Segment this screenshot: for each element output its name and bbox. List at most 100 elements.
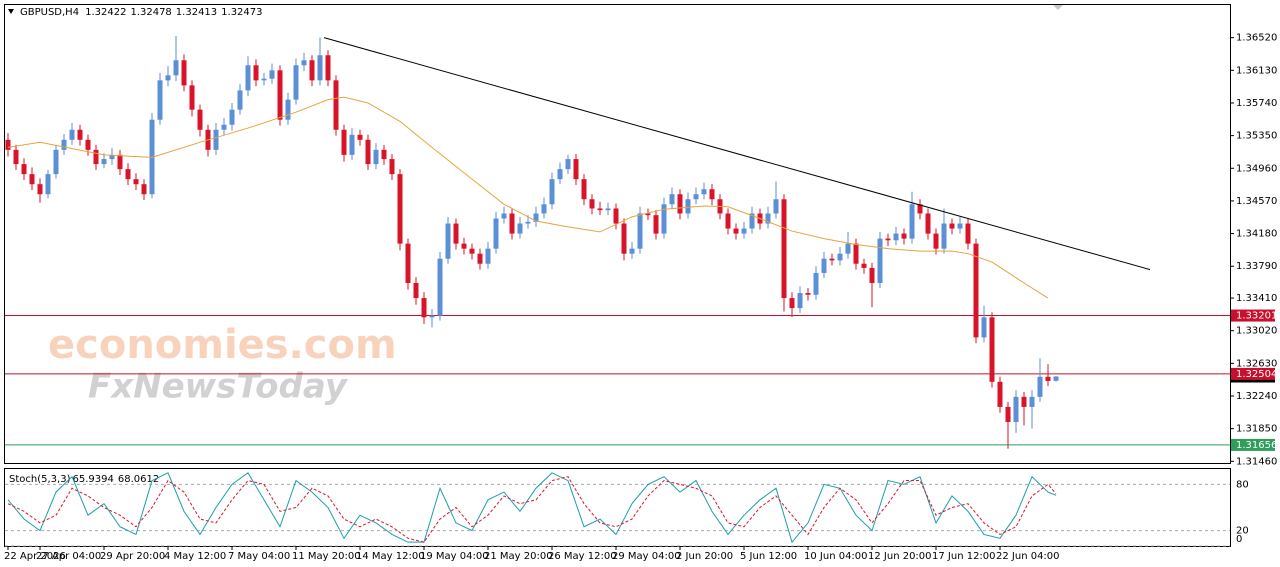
candle-body [469, 248, 475, 254]
x-tick-label: 22 Jun 04:00 [996, 551, 1060, 562]
candle-body [557, 169, 563, 180]
collapse-icon[interactable] [8, 9, 14, 14]
candle-body [181, 60, 187, 86]
price-tag [1231, 438, 1275, 451]
candle-body [1045, 376, 1051, 381]
moving-average [7, 96, 1049, 299]
candle-body [565, 159, 571, 170]
candle-body [117, 154, 123, 170]
candle-body [589, 199, 595, 209]
candle-body [981, 317, 987, 338]
candle-body [925, 213, 931, 234]
candle-body [69, 129, 75, 140]
candle-body [429, 315, 435, 318]
candle-body [813, 272, 819, 295]
candle-body [285, 99, 291, 120]
candle-body [405, 243, 411, 283]
candle-body [1021, 396, 1027, 407]
low-value: 1.32413 [176, 7, 217, 18]
candle-body [389, 159, 395, 175]
candle-body [341, 129, 347, 155]
candle-body [869, 267, 875, 283]
candle-body [1053, 376, 1059, 381]
candle-body [605, 208, 611, 211]
candle-body [229, 109, 235, 125]
chart-header: GBPUSD,H4 1.32422 1.32478 1.32413 1.32473 [20, 7, 263, 18]
candle-body [493, 218, 499, 249]
candle-body [765, 213, 771, 224]
stoch-line [7, 476, 1057, 543]
candle-body [333, 80, 339, 130]
high-value: 1.32478 [130, 7, 171, 18]
candle-body [213, 129, 219, 150]
price-tag-label: 1.32504 [1236, 369, 1277, 380]
candle-body [61, 139, 67, 150]
y-tick-label: 1.36130 [1236, 65, 1277, 76]
candle-body [741, 228, 747, 234]
candle-body [517, 223, 523, 234]
candle-body [477, 253, 483, 264]
candle-body [653, 215, 659, 234]
candle-body [101, 159, 107, 165]
candle-body [909, 204, 915, 239]
candle-body [989, 317, 995, 382]
candle-body [949, 223, 955, 229]
candle-body [277, 70, 283, 120]
symbol: GBPUSD,H4 [20, 7, 79, 18]
y-tick-label: 1.34180 [1236, 229, 1277, 240]
stoch-tick-label: 20 [1236, 526, 1249, 537]
candle-body [797, 293, 803, 309]
candle-body [445, 223, 451, 259]
candle-body [309, 60, 315, 81]
candle-body [485, 248, 491, 264]
x-tick-label: 12 Jun 20:00 [868, 551, 932, 562]
candle-body [269, 70, 275, 79]
candle-body [1013, 396, 1019, 422]
y-tick-label: 1.32630 [1236, 358, 1277, 369]
candle-body [237, 90, 243, 110]
candle-body [509, 213, 515, 234]
candle-body [325, 55, 331, 81]
candle-body [5, 139, 11, 150]
candle-body [973, 243, 979, 338]
candle-body [93, 149, 99, 165]
shift-marker[interactable] [1053, 5, 1063, 10]
candle-body [45, 174, 51, 195]
watermark-text: FxNewsToday [88, 367, 349, 407]
stoch-line [7, 472, 1057, 544]
trendline [323, 37, 1151, 271]
candle-body [397, 174, 403, 244]
y-tick-label: 1.34570 [1236, 196, 1277, 207]
candle-body [829, 258, 835, 261]
candle-body [637, 213, 643, 249]
x-tick-label: 7 May 04:00 [228, 551, 290, 562]
candle-body [789, 298, 795, 309]
candle-body [173, 60, 179, 76]
candle-body [541, 204, 547, 214]
stoch-header: Stoch(5,3,3) 65.9394 68.0612 [9, 474, 159, 485]
y-tick-label: 1.31460 [1236, 456, 1277, 467]
candle-body [733, 228, 739, 234]
y-tick-label: 1.34960 [1236, 163, 1277, 174]
candle-body [421, 298, 427, 318]
x-tick-label: 5 Jun 12:00 [740, 551, 797, 562]
candle-body [629, 248, 635, 254]
candle-body [13, 149, 19, 165]
candle-body [1029, 396, 1035, 407]
candle-body [125, 169, 131, 180]
candle-body [245, 65, 251, 91]
candle-body [621, 223, 627, 254]
candle-body [885, 238, 891, 241]
stoch-signal-value: 68.0612 [118, 474, 159, 485]
candle-body [661, 204, 667, 234]
candle-body [261, 78, 267, 81]
x-tick-label: 17 Jun 12:00 [932, 551, 996, 562]
candle-body [189, 85, 195, 110]
candle-body [221, 124, 227, 130]
candle-body [597, 208, 603, 211]
candle-body [77, 129, 83, 140]
candle-body [677, 194, 683, 214]
candle-body [157, 80, 163, 120]
candle-body [725, 213, 731, 229]
